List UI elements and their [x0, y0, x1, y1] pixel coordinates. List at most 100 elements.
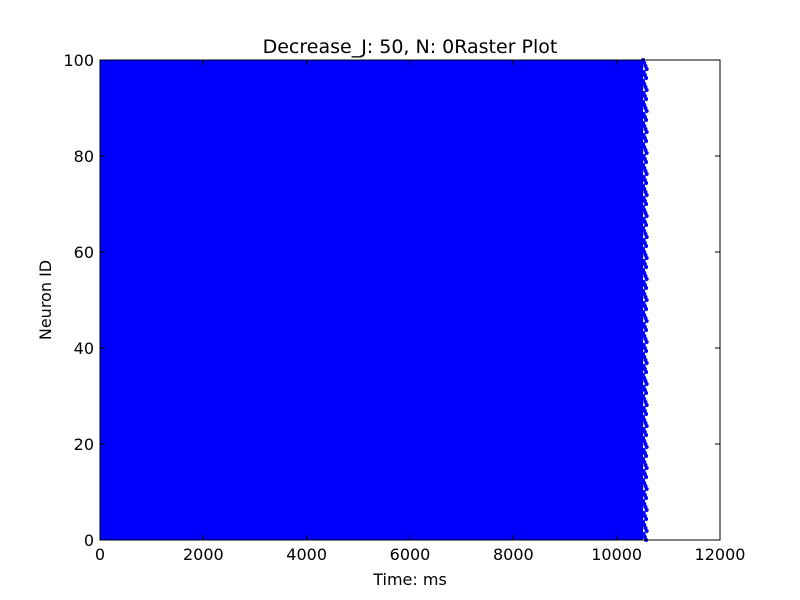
- spike-dot: [641, 406, 646, 410]
- spike-dot: [641, 520, 646, 524]
- spike-dot: [642, 271, 647, 275]
- spike-dot: [644, 424, 649, 428]
- spike-dot: [644, 244, 649, 248]
- spike-dot: [642, 82, 647, 86]
- spike-dot: [642, 481, 647, 485]
- spike-dot: [642, 136, 647, 140]
- spike-dot: [644, 172, 649, 176]
- spike-dot: [641, 79, 646, 83]
- spike-dot: [641, 322, 646, 326]
- spike-dot: [642, 73, 647, 77]
- spike-dot: [644, 445, 649, 449]
- spike-dot: [641, 385, 646, 389]
- y-axis-ticks: 0 20 40 60 80 100: [63, 51, 720, 550]
- y-tick-label: 0: [84, 531, 94, 550]
- spike-dot: [642, 430, 647, 434]
- spike-dot: [643, 442, 648, 446]
- spike-dot: [644, 433, 649, 437]
- spike-dot: [641, 352, 646, 356]
- spike-dot: [644, 235, 649, 239]
- spike-dot: [643, 463, 648, 467]
- spike-dot: [642, 388, 647, 392]
- spike-dot: [644, 256, 649, 260]
- spike-dot: [641, 142, 646, 146]
- spike-dot: [641, 310, 646, 314]
- spike-dot: [643, 232, 648, 236]
- spike-dot: [642, 397, 647, 401]
- spike-dot: [644, 403, 649, 407]
- spike-dot: [641, 238, 646, 242]
- spike-dot: [643, 379, 648, 383]
- spike-dot: [642, 514, 647, 518]
- x-axis-ticks: 0 2000 4000 6000 8000 10000 12000: [95, 60, 746, 564]
- spike-dot: [643, 211, 648, 215]
- spike-dot: [641, 70, 646, 74]
- spike-dot: [643, 148, 648, 152]
- spike-dot: [644, 67, 649, 71]
- y-axis-label: Neuron ID: [36, 260, 55, 340]
- spike-dot: [641, 247, 646, 251]
- spike-dot: [642, 220, 647, 224]
- spike-dot: [644, 265, 649, 269]
- spike-dot: [641, 280, 646, 284]
- spike-dot: [643, 400, 648, 404]
- spike-dot: [644, 76, 649, 80]
- spike-dot: [642, 334, 647, 338]
- spike-dot: [644, 328, 649, 332]
- spike-dot: [642, 178, 647, 182]
- spike-dot: [641, 133, 646, 137]
- spike-raster: [100, 58, 649, 542]
- spike-dot: [641, 499, 646, 503]
- y-tick-label: 60: [74, 243, 94, 262]
- spike-dot: [641, 331, 646, 335]
- spike-dot: [642, 346, 647, 350]
- spike-dot: [643, 526, 648, 530]
- spike-dot: [644, 319, 649, 323]
- spike-dot: [642, 355, 647, 359]
- spike-dot: [644, 223, 649, 227]
- spike-dot: [643, 127, 648, 131]
- spike-dot: [644, 496, 649, 500]
- spike-dot: [644, 139, 649, 143]
- spike-dot: [644, 349, 649, 353]
- spike-dot: [643, 274, 648, 278]
- spike-dot: [641, 175, 646, 179]
- spike-dot: [642, 367, 647, 371]
- spike-dot: [641, 469, 646, 473]
- spike-dot: [641, 490, 646, 494]
- spike-dot: [644, 487, 649, 491]
- x-tick-label: 0: [95, 545, 105, 564]
- x-tick-label: 4000: [286, 545, 327, 564]
- spike-dot: [644, 214, 649, 218]
- spike-dot: [642, 124, 647, 128]
- spike-dot: [642, 376, 647, 380]
- spike-dot: [643, 169, 648, 173]
- x-tick-label: 6000: [390, 545, 431, 564]
- spike-dot: [641, 91, 646, 95]
- spike-dot: [643, 358, 648, 362]
- spike-dot: [641, 427, 646, 431]
- spike-dot: [642, 145, 647, 149]
- spike-dot: [643, 64, 648, 68]
- spike-dot: [641, 154, 646, 158]
- spike-dot: [642, 472, 647, 476]
- spike-dot: [642, 157, 647, 161]
- spike-dot: [641, 343, 646, 347]
- plot-area: 0 2000 4000 6000 8000 10000 12000 0 20 40 60 80 100: [63, 51, 745, 564]
- spike-dot: [641, 364, 646, 368]
- spike-dot: [644, 370, 649, 374]
- spike-dot: [644, 340, 649, 344]
- spike-dot: [642, 493, 647, 497]
- spike-dot: [642, 523, 647, 527]
- spike-dot: [642, 229, 647, 233]
- spike-dot: [641, 226, 646, 230]
- spike-dot: [643, 190, 648, 194]
- x-tick-label: 12000: [695, 545, 746, 564]
- spike-dot: [644, 277, 649, 281]
- spike-dot: [643, 253, 648, 257]
- y-tick-label: 80: [74, 147, 94, 166]
- spike-dot: [641, 301, 646, 305]
- chart-title: Decrease_J: 50, N: 0Raster Plot: [263, 36, 558, 58]
- spike-dot: [644, 466, 649, 470]
